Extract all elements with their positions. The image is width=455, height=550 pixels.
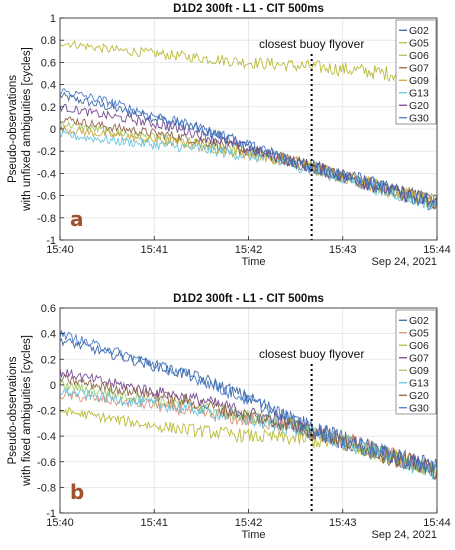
y-tick-label: -0.6 xyxy=(37,191,56,203)
series-group xyxy=(59,40,438,211)
x-tick-label: 15:42 xyxy=(235,244,263,256)
y-tick-label: -0.2 xyxy=(37,146,56,158)
y-tick-label: 0 xyxy=(50,124,56,136)
y-axis-label-line1: Pseudo-observations xyxy=(7,75,19,183)
y-tick-label: 0.2 xyxy=(41,354,56,366)
y-axis-label-line2: with fixed ambiguities [cycles] xyxy=(21,335,33,487)
y-tick-label: -0.8 xyxy=(37,482,56,494)
legend-entry: G20 xyxy=(409,390,429,402)
chart-title: D1D2 300ft - L1 - CIT 500ms xyxy=(173,293,324,305)
y-axis-label-line2: with unfixed ambiguities [cycles] xyxy=(21,47,33,212)
legend-entry: G07 xyxy=(409,352,429,364)
x-tick-label: 15:41 xyxy=(140,244,168,256)
x-tick-label: 15:44 xyxy=(423,244,451,256)
x-tick-label: 15:40 xyxy=(46,517,74,529)
y-tick-label: -0.4 xyxy=(37,431,56,443)
flyover-annotation: closest buoy flyover xyxy=(259,347,364,361)
legend-entry: G09 xyxy=(409,365,429,377)
chart-title: D1D2 300ft - L1 - CIT 500ms xyxy=(173,3,324,15)
y-tick-label: 0.2 xyxy=(41,102,56,114)
series-line-g05 xyxy=(59,40,438,83)
legend-entry: G06 xyxy=(409,50,429,62)
gridlines xyxy=(59,307,438,514)
legend-box xyxy=(395,19,437,125)
y-axis-label-line1: Pseudo-observations xyxy=(7,356,19,464)
series-line-g20 xyxy=(59,103,438,207)
y-tick-label: 0.6 xyxy=(41,303,56,315)
y-tick-label: 0 xyxy=(50,380,56,392)
chart-panel-b: D1D2 300ft - L1 - CIT 500ms closest buoy … xyxy=(7,293,451,541)
date-label: Sep 24, 2021 xyxy=(372,529,437,541)
y-tick-label: 0.8 xyxy=(41,35,56,47)
date-label: Sep 24, 2021 xyxy=(372,256,437,268)
y-tick-label: 0.4 xyxy=(41,80,56,92)
chart-panel-a: D1D2 300ft - L1 - CIT 500ms closest buoy … xyxy=(7,3,451,268)
y-tick-label: 0.6 xyxy=(41,57,56,69)
legend-entry: G30 xyxy=(409,402,429,414)
legend-entry: G05 xyxy=(409,37,429,49)
x-axis-label: Time xyxy=(241,256,265,268)
series-line-g30 xyxy=(59,88,438,211)
legend-entry: G05 xyxy=(409,327,429,339)
series-line-g09 xyxy=(59,380,438,477)
x-axis-label: Time xyxy=(241,529,265,541)
x-tick-label: 15:44 xyxy=(423,517,451,529)
legend-entry: G02 xyxy=(409,25,429,37)
legend-entry: G07 xyxy=(409,62,429,74)
panel-letter-a: a xyxy=(70,207,84,231)
y-tick-label: -0.8 xyxy=(37,213,56,225)
x-tick-label: 15:42 xyxy=(235,517,263,529)
y-tick-label: 1 xyxy=(50,13,56,25)
y-tick-label: -0.6 xyxy=(37,457,56,469)
x-tick-label: 15:43 xyxy=(329,517,357,529)
y-tick-label: -1 xyxy=(46,235,56,247)
series-line-g30 xyxy=(59,330,438,478)
legend-entry: G30 xyxy=(409,112,429,124)
series-group xyxy=(59,330,438,480)
x-tick-label: 15:40 xyxy=(46,244,74,256)
series-line-g13 xyxy=(59,130,438,210)
legend-entry: G06 xyxy=(409,340,429,352)
legend-entry: G02 xyxy=(409,315,429,327)
legend-entry: G09 xyxy=(409,75,429,87)
x-tick-label: 15:43 xyxy=(329,244,357,256)
y-tick-label: -0.4 xyxy=(37,168,56,180)
x-tick-label: 15:41 xyxy=(140,517,168,529)
panel-letter-b: b xyxy=(70,480,84,504)
legend-entry: G13 xyxy=(409,377,429,389)
legend-box xyxy=(395,309,437,415)
y-tick-label: -1 xyxy=(46,508,56,520)
legend-entry: G13 xyxy=(409,87,429,99)
y-tick-label: -0.2 xyxy=(37,406,56,418)
legend-entry: G20 xyxy=(409,100,429,112)
y-tick-label: 0.4 xyxy=(41,329,56,341)
flyover-annotation: closest buoy flyover xyxy=(259,37,364,51)
